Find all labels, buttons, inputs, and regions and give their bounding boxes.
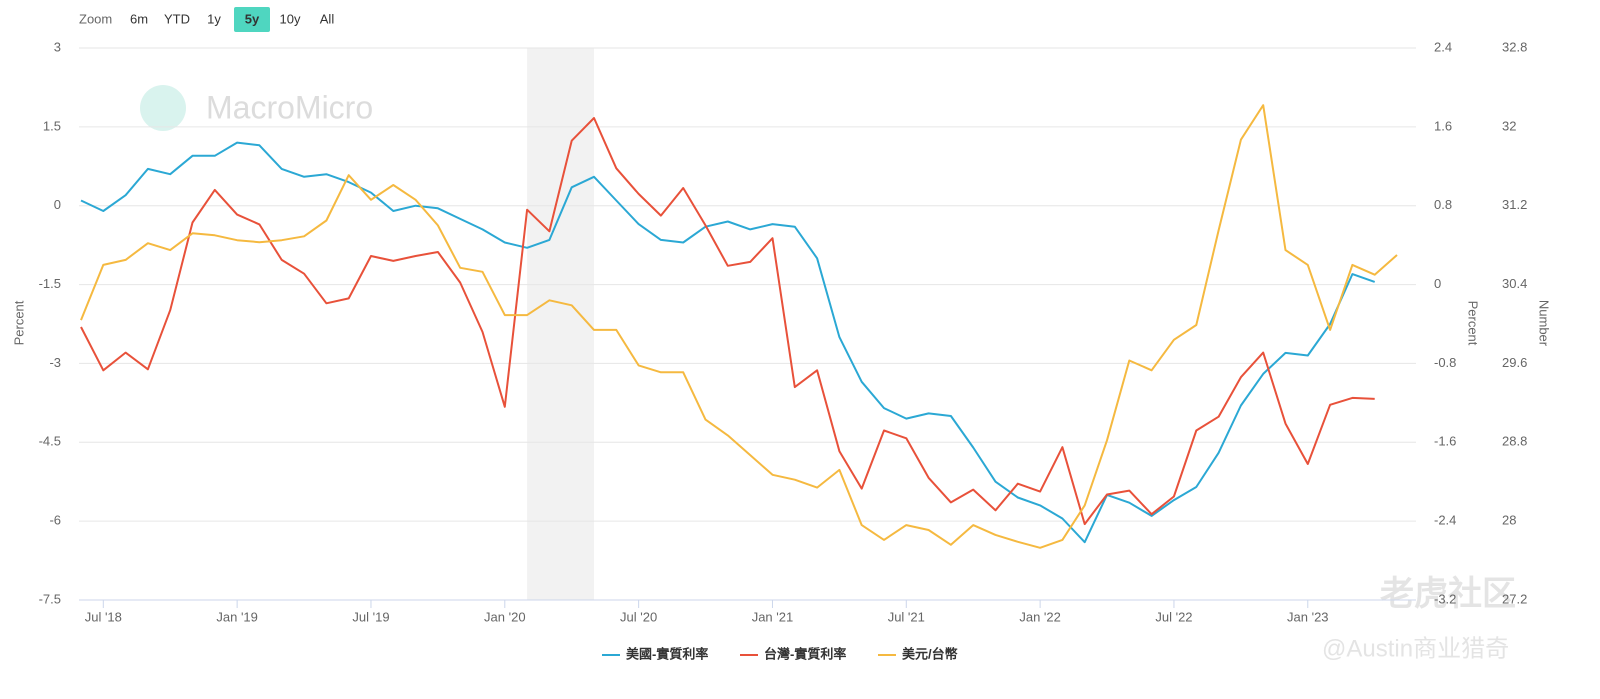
- x-tick-label: Jan '20: [484, 609, 526, 624]
- y3-tick-label: 28.8: [1502, 434, 1527, 449]
- series-line: [80, 117, 1375, 526]
- legend-item[interactable]: 美國-實質利率: [602, 646, 708, 661]
- zoom-button[interactable]: All: [320, 11, 335, 26]
- x-tick-label: Jan '19: [216, 609, 258, 624]
- y2-tick-label: 2.4: [1434, 39, 1452, 54]
- y2-tick-label: -2.4: [1434, 513, 1456, 528]
- legend-label[interactable]: 台灣-實質利率: [764, 646, 846, 661]
- x-tick-label: Jul '18: [85, 609, 122, 624]
- legend-label[interactable]: 美國-實質利率: [626, 646, 708, 661]
- y-tick-label: 3: [54, 39, 61, 54]
- y-tick-label: -6: [49, 513, 61, 528]
- x-tick-label: Jan '22: [1019, 609, 1061, 624]
- y2-tick-label: 1.6: [1434, 118, 1452, 133]
- series-line: [80, 141, 1376, 544]
- y-tick-label: 1.5: [43, 118, 61, 133]
- zoom-button[interactable]: 6m: [130, 11, 148, 26]
- x-tick-label: Jul '20: [620, 609, 657, 624]
- y3-tick-label: 32: [1502, 118, 1516, 133]
- y2-tick-label: 0.8: [1434, 197, 1452, 212]
- y-tick-label: 0: [54, 197, 61, 212]
- y-tick-label: -1.5: [39, 276, 61, 291]
- zoom-button[interactable]: YTD: [164, 11, 190, 26]
- y3-tick-label: 31.2: [1502, 197, 1527, 212]
- y3-tick-label: 32.8: [1502, 39, 1527, 54]
- x-tick-label: Jul '19: [352, 609, 389, 624]
- y-tick-label: -4.5: [39, 434, 61, 449]
- y2-tick-label: -0.8: [1434, 355, 1456, 370]
- watermark-macromicro: MacroMicro: [140, 85, 373, 131]
- y-tick-label: -7.5: [39, 591, 61, 606]
- y3-tick-label: 29.6: [1502, 355, 1527, 370]
- zoom-button[interactable]: 10y: [280, 11, 301, 26]
- x-tick-label: Jul '21: [888, 609, 925, 624]
- zoom-label: Zoom: [79, 11, 112, 26]
- y-tick-label: -3: [49, 355, 61, 370]
- x-tick-label: Jan '23: [1287, 609, 1329, 624]
- y2-axis-title: Percent: [1466, 301, 1481, 346]
- y-axis-title: Percent: [11, 300, 26, 345]
- y3-tick-label: 28: [1502, 513, 1516, 528]
- legend-item[interactable]: 台灣-實質利率: [740, 646, 846, 661]
- y2-tick-label: 0: [1434, 276, 1441, 291]
- x-tick-label: Jan '21: [752, 609, 794, 624]
- series-line: [80, 104, 1398, 549]
- y3-axis-title: Number: [1537, 300, 1552, 347]
- y2-tick-label: -1.6: [1434, 434, 1456, 449]
- shaded-band: [527, 48, 595, 600]
- watermark-logo: [140, 85, 186, 131]
- y3-tick-label: 27.2: [1502, 591, 1527, 606]
- zoom-button[interactable]: 5y: [245, 11, 260, 26]
- legend-label[interactable]: 美元/台幣: [902, 646, 958, 661]
- y3-tick-label: 30.4: [1502, 276, 1527, 291]
- watermark-text: @Austin商业猎奇: [1322, 635, 1509, 662]
- y2-tick-label: -3.2: [1434, 591, 1456, 606]
- zoom-button-bg[interactable]: [234, 7, 270, 32]
- watermark-text: MacroMicro: [206, 89, 373, 125]
- zoom-button[interactable]: 1y: [207, 11, 221, 26]
- x-tick-label: Jul '22: [1155, 609, 1192, 624]
- watermark-text: 老虎社区: [1380, 575, 1516, 613]
- legend-item[interactable]: 美元/台幣: [878, 646, 958, 661]
